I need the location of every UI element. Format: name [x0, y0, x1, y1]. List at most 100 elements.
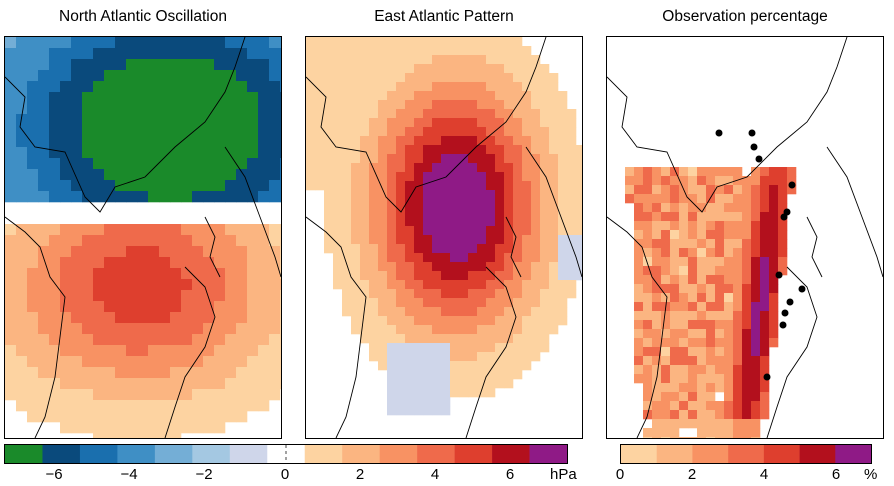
nao-cell — [126, 334, 138, 346]
nao-cell — [104, 70, 116, 82]
nao-cell — [82, 279, 94, 291]
obs-cell — [697, 365, 707, 375]
nao-cell — [27, 48, 39, 60]
obs-cell — [652, 302, 662, 312]
nao-cell — [258, 125, 270, 137]
eap-cell — [513, 235, 523, 245]
eap-cell — [324, 55, 334, 65]
eap-cell — [441, 181, 451, 191]
obs-cell — [688, 239, 698, 249]
eap-cell — [423, 253, 433, 263]
coastline — [766, 266, 818, 438]
eap-cell — [351, 145, 361, 155]
obs-cell — [697, 212, 707, 222]
eap-cell — [522, 208, 532, 218]
nao-cell — [60, 246, 72, 258]
nao-cell — [148, 103, 160, 115]
eap-cell — [423, 118, 433, 128]
nao-cell — [258, 169, 270, 181]
nao-cell — [148, 356, 160, 368]
eap-cell — [342, 217, 352, 227]
nao-cell — [104, 279, 116, 291]
obs-cell — [661, 194, 671, 204]
eap-cell — [432, 55, 442, 65]
obs-cell — [724, 203, 734, 213]
eap-cell — [459, 91, 469, 101]
eap-cell — [513, 190, 523, 200]
nao-cell — [170, 103, 182, 115]
nao-cell — [192, 191, 204, 203]
eap-cell — [441, 118, 451, 128]
station-marker — [755, 155, 763, 163]
nao-cell — [38, 290, 50, 302]
eap-cell — [432, 289, 442, 299]
nao-cell — [5, 312, 17, 324]
nao-cell — [104, 169, 116, 181]
nao-cell — [60, 411, 72, 423]
nao-cell — [16, 92, 28, 104]
nao-cell — [181, 37, 193, 49]
nao-cell — [93, 114, 105, 126]
nao-cell — [280, 334, 281, 346]
nao-cell — [38, 367, 50, 379]
nao-cell — [60, 103, 72, 115]
nao-cell — [16, 367, 28, 379]
nao-cell — [38, 59, 50, 71]
eap-cell — [459, 163, 469, 173]
obs-cell — [652, 338, 662, 348]
eap-cell — [540, 289, 550, 299]
eap-cell — [495, 145, 505, 155]
obs-cell — [643, 356, 653, 366]
nao-cell — [104, 37, 116, 49]
eap-cell — [558, 136, 568, 146]
nao-cell — [258, 257, 270, 269]
eap-cell — [522, 109, 532, 119]
nao-cell — [170, 290, 182, 302]
eap-cell — [486, 307, 496, 317]
eap-cell — [414, 37, 424, 47]
eap-cell — [486, 37, 496, 47]
nao-cell — [269, 70, 281, 82]
obs-cell — [697, 284, 707, 294]
obs-cell — [634, 203, 644, 213]
colorbar-swatch — [5, 445, 43, 463]
nao-cell — [225, 147, 237, 159]
nao-cell — [126, 279, 138, 291]
nao-cell — [269, 246, 281, 258]
tick-label: 2 — [687, 466, 697, 483]
eap-cell — [441, 271, 451, 281]
obs-cell — [751, 329, 761, 339]
eap-cell — [387, 316, 397, 326]
nao-cell — [82, 268, 94, 280]
eap-cell — [504, 208, 514, 218]
obs-cell — [733, 284, 743, 294]
eap-cell — [414, 217, 424, 227]
eap-cell — [567, 271, 577, 281]
eap-cell — [369, 172, 379, 182]
nao-cell — [16, 246, 28, 258]
nao-cell — [214, 70, 226, 82]
obs-cell — [724, 194, 734, 204]
obs-cell — [661, 311, 671, 321]
eap-cell — [342, 37, 352, 47]
obs-cell — [634, 374, 644, 384]
obs-cell — [787, 176, 797, 186]
eap-cell — [531, 235, 541, 245]
nao-cell — [60, 367, 72, 379]
eap-cell — [486, 244, 496, 254]
obs-cell — [706, 194, 716, 204]
eap-cell — [405, 352, 415, 362]
obs-cell — [751, 437, 761, 438]
nao-cell — [5, 389, 17, 401]
nao-cell — [225, 235, 237, 247]
tick-label: 6 — [505, 466, 515, 483]
eap-cell — [477, 82, 487, 92]
eap-cell — [369, 226, 379, 236]
nao-cell — [269, 48, 281, 60]
obs-cell — [751, 194, 761, 204]
nao-cell — [60, 312, 72, 324]
nao-cell — [236, 367, 248, 379]
obs-cell — [670, 248, 680, 258]
nao-cell — [38, 92, 50, 104]
eap-cell — [522, 136, 532, 146]
